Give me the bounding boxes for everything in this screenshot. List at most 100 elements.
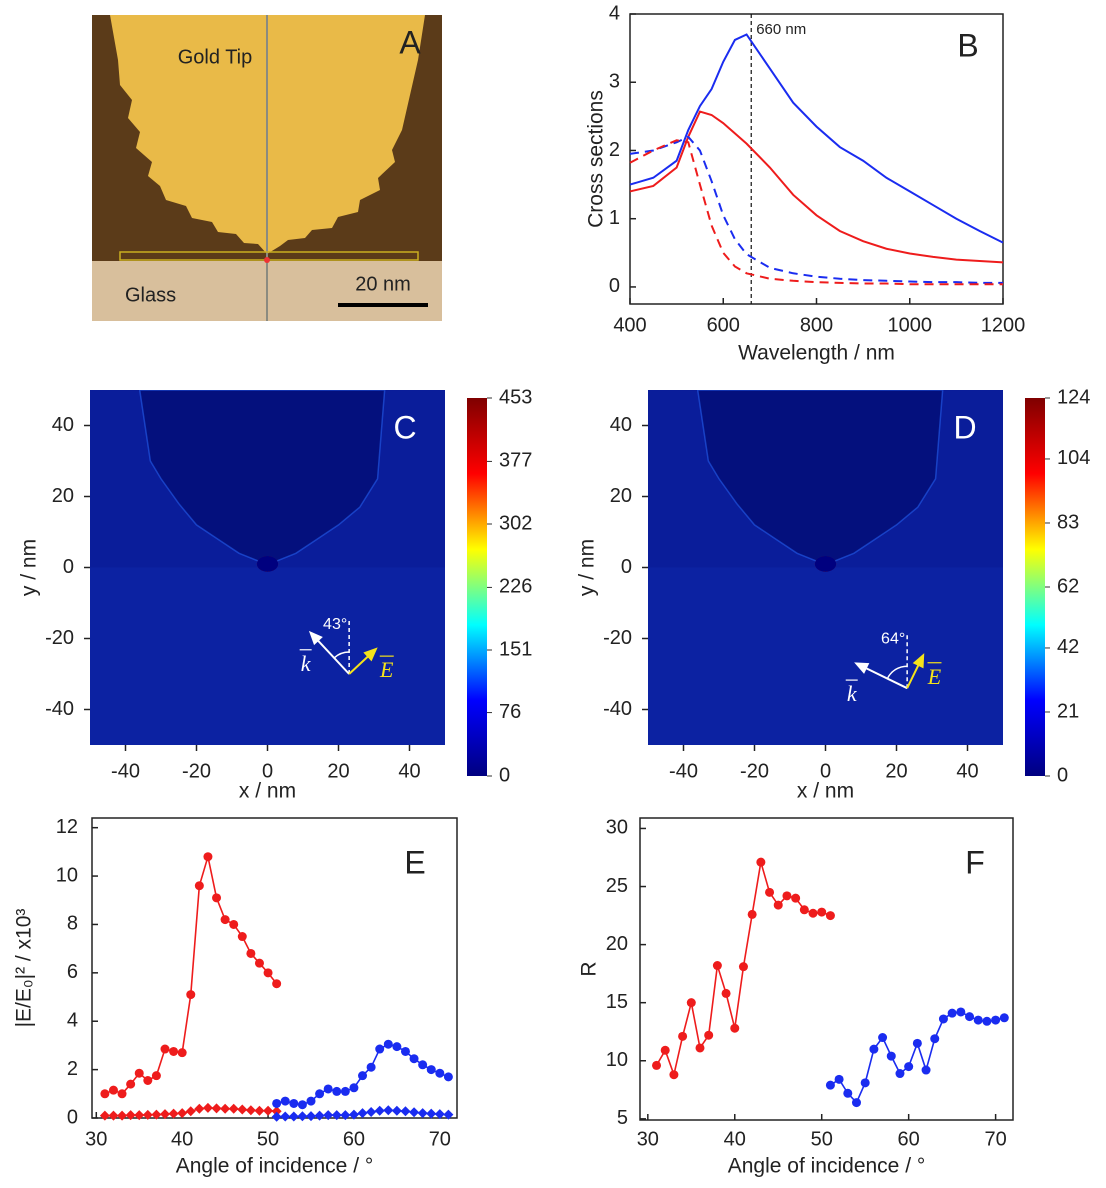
colorbar-label: 0: [1057, 764, 1068, 786]
marker: [409, 1107, 420, 1118]
marker: [323, 1084, 333, 1094]
marker: [912, 1038, 922, 1048]
angle-arc: [886, 665, 908, 679]
marker: [765, 887, 775, 897]
panel-a: 20 nm Gold Tip Glass A: [92, 15, 442, 321]
marker: [202, 1102, 213, 1113]
marker: [117, 1089, 127, 1099]
marker: [288, 1111, 299, 1122]
x-tick-label: 800: [800, 314, 833, 336]
marker: [878, 1033, 888, 1043]
marker: [349, 1083, 359, 1093]
marker: [799, 905, 809, 915]
series-line: [629, 139, 1003, 286]
marker: [782, 891, 792, 901]
marker: [340, 1110, 351, 1121]
marker: [383, 1039, 393, 1049]
marker: [357, 1108, 368, 1119]
marker: [434, 1109, 445, 1120]
angle-arc: [333, 651, 350, 659]
marker: [331, 1110, 342, 1121]
k-label: k: [847, 681, 858, 706]
marker: [808, 908, 818, 918]
panel-letter: F: [965, 844, 985, 880]
panel-letter: E: [404, 844, 425, 880]
marker: [695, 1043, 705, 1053]
y-axis-label: y / nm: [18, 539, 41, 596]
marker: [435, 1068, 445, 1078]
marker: [332, 1086, 342, 1096]
y-axis-label: y / nm: [576, 539, 599, 596]
colorbar-label: 76: [499, 701, 521, 723]
series-line: [829, 1011, 1005, 1105]
marker: [272, 979, 282, 989]
plot-frame: [91, 817, 458, 1119]
plot-frame: [629, 13, 1004, 305]
marker: [374, 1105, 385, 1116]
marker: [280, 1096, 290, 1106]
marker: [151, 1071, 161, 1081]
marker: [314, 1110, 325, 1121]
hot-spot: [256, 556, 279, 572]
marker: [383, 1105, 394, 1116]
heatmap: [648, 390, 1003, 745]
y-tick-label: -40: [45, 698, 74, 720]
marker: [686, 998, 696, 1008]
colorbar-label: 124: [1057, 386, 1090, 408]
marker: [982, 1016, 992, 1026]
glass-label: Glass: [125, 284, 176, 306]
marker: [418, 1060, 428, 1070]
marker: [756, 857, 766, 867]
source-dot: [264, 257, 270, 263]
marker: [125, 1110, 136, 1121]
colorbar-label: 151: [499, 638, 532, 660]
y-tick-label: 0: [621, 556, 632, 578]
x-tick-label: 400: [613, 314, 646, 336]
e-arrowhead: [912, 653, 925, 669]
marker: [117, 1110, 128, 1121]
marker: [391, 1105, 402, 1116]
marker: [973, 1015, 983, 1025]
y-tick-label: 4: [609, 2, 620, 24]
x-tick-label: 40: [956, 760, 978, 782]
marker: [921, 1065, 931, 1075]
marker: [358, 1071, 368, 1081]
marker: [652, 1060, 662, 1070]
marker: [400, 1106, 411, 1117]
marker: [168, 1108, 179, 1119]
marker: [134, 1110, 145, 1121]
heatmap: [90, 390, 445, 745]
x-tick-label: 20: [885, 760, 907, 782]
x-tick-label: 50: [257, 1128, 279, 1150]
marker: [669, 1070, 679, 1080]
marker: [991, 1015, 1001, 1025]
series-line: [104, 856, 278, 1095]
marker: [271, 1106, 282, 1117]
marker: [194, 881, 204, 891]
marker: [426, 1108, 437, 1119]
e-label: E: [379, 657, 394, 682]
x-axis-label: x / nm: [239, 780, 296, 803]
marker: [194, 1103, 205, 1114]
k-arrowhead: [854, 662, 870, 674]
colorbar-label: 377: [499, 450, 532, 472]
marker: [134, 1068, 144, 1078]
y-tick-label: 40: [52, 414, 74, 436]
e-label: E: [927, 664, 942, 689]
marker: [409, 1054, 419, 1064]
y-tick-label: 10: [56, 864, 78, 886]
y-tick-label: 8: [67, 913, 78, 935]
marker: [860, 1078, 870, 1088]
marker: [245, 1105, 256, 1116]
marker: [177, 1048, 187, 1058]
marker: [443, 1072, 453, 1082]
colorbar-label: 302: [499, 512, 532, 534]
y-tick-label: -20: [603, 627, 632, 649]
y-tick-label: 2: [609, 139, 620, 161]
marker: [99, 1110, 110, 1121]
marker: [747, 909, 757, 919]
marker: [108, 1085, 118, 1095]
marker: [738, 962, 748, 972]
marker: [237, 932, 247, 942]
